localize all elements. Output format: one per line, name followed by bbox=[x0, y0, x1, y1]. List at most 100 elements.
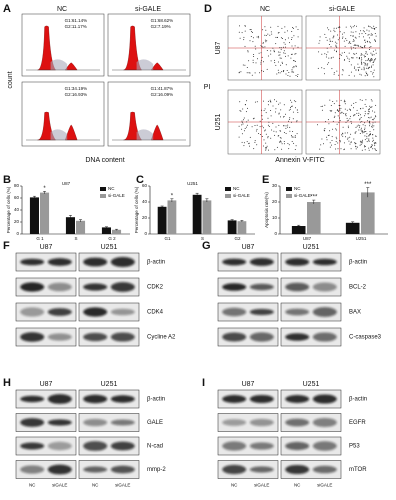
event-dot bbox=[274, 59, 275, 61]
event-dot bbox=[241, 141, 243, 143]
event-dot bbox=[283, 116, 285, 117]
event-dot bbox=[245, 111, 247, 113]
blot-strip bbox=[280, 252, 342, 272]
column-header: NC bbox=[260, 6, 270, 13]
event-dot bbox=[373, 117, 375, 119]
bar bbox=[202, 200, 212, 234]
event-dot bbox=[338, 122, 340, 124]
event-dot bbox=[366, 133, 368, 135]
panel-label: F bbox=[3, 240, 10, 252]
event-dot bbox=[369, 49, 370, 50]
event-dot bbox=[339, 31, 341, 33]
event-dot bbox=[242, 108, 244, 110]
legend-label: si-GALE bbox=[233, 193, 250, 198]
event-dot bbox=[342, 126, 344, 128]
event-dot bbox=[372, 148, 374, 150]
chart-title: U87 bbox=[62, 181, 71, 186]
blot-strip bbox=[217, 302, 279, 322]
event-dot bbox=[249, 136, 251, 138]
row-label: β-actin bbox=[349, 260, 367, 266]
event-dot bbox=[361, 62, 362, 63]
blot-band bbox=[20, 442, 45, 450]
event-dot bbox=[335, 141, 337, 143]
event-dot bbox=[292, 27, 294, 29]
event-dot bbox=[353, 75, 355, 77]
event-dot bbox=[268, 126, 270, 127]
event-dot bbox=[254, 141, 256, 143]
panel-label: E bbox=[262, 174, 269, 186]
event-dot bbox=[293, 136, 295, 138]
event-dot bbox=[265, 29, 267, 31]
event-dot bbox=[326, 54, 328, 56]
event-dot bbox=[335, 44, 337, 46]
event-dot bbox=[281, 143, 283, 145]
event-dot bbox=[330, 30, 332, 32]
event-dot bbox=[369, 133, 371, 135]
event-dot bbox=[361, 121, 363, 122]
blot-band bbox=[285, 258, 310, 266]
event-dot bbox=[366, 65, 368, 67]
event-dot bbox=[363, 62, 365, 64]
event-dot bbox=[324, 104, 326, 106]
event-dot bbox=[252, 37, 254, 39]
event-dot bbox=[272, 47, 274, 49]
event-dot bbox=[369, 123, 371, 125]
event-dot bbox=[370, 59, 372, 61]
event-dot bbox=[368, 111, 370, 113]
event-dot bbox=[368, 140, 370, 142]
event-dot bbox=[337, 115, 339, 117]
x-tick-label: G1 bbox=[164, 236, 171, 241]
legend-label: NC bbox=[233, 186, 240, 191]
event-dot bbox=[293, 142, 295, 144]
event-dot bbox=[259, 72, 261, 74]
event-dot bbox=[267, 137, 269, 139]
event-dot bbox=[264, 129, 266, 131]
event-dot bbox=[353, 40, 355, 42]
event-dot bbox=[249, 40, 251, 42]
event-dot bbox=[348, 74, 350, 76]
bar bbox=[29, 197, 39, 234]
event-dot bbox=[279, 57, 281, 59]
event-dot bbox=[293, 35, 295, 37]
event-dot bbox=[368, 58, 370, 60]
event-dot bbox=[248, 142, 250, 144]
event-dot bbox=[355, 69, 357, 71]
event-dot bbox=[364, 45, 366, 46]
blot-band bbox=[83, 257, 108, 267]
event-dot bbox=[291, 31, 293, 32]
event-dot bbox=[373, 142, 375, 144]
event-dot bbox=[254, 140, 256, 142]
event-dot bbox=[296, 109, 298, 111]
event-dot bbox=[375, 40, 376, 42]
legend-label: si-GALE bbox=[108, 193, 125, 198]
event-dot bbox=[341, 111, 343, 113]
x-tick-label: S bbox=[74, 236, 77, 241]
x-tick-label: G2 bbox=[234, 236, 241, 241]
event-dot bbox=[375, 142, 377, 144]
event-dot bbox=[326, 47, 328, 49]
blot-band bbox=[249, 466, 274, 473]
event-dot bbox=[290, 53, 292, 55]
error-bar bbox=[205, 198, 209, 202]
event-dot bbox=[349, 41, 350, 43]
event-dot bbox=[260, 52, 262, 54]
event-dot bbox=[263, 100, 264, 102]
event-dot bbox=[267, 104, 269, 106]
significance: * bbox=[43, 186, 46, 192]
event-dot bbox=[365, 67, 367, 69]
blot-band bbox=[47, 419, 72, 426]
panel-label: B bbox=[3, 174, 11, 186]
event-dot bbox=[252, 41, 254, 43]
event-dot bbox=[256, 101, 258, 103]
event-dot bbox=[333, 35, 335, 37]
event-dot bbox=[364, 139, 366, 141]
event-dot bbox=[287, 37, 289, 39]
blot-band bbox=[47, 308, 72, 316]
event-dot bbox=[326, 136, 328, 138]
event-dot bbox=[332, 37, 334, 39]
event-dot bbox=[260, 61, 262, 63]
event-dot bbox=[267, 33, 269, 35]
event-dot bbox=[325, 56, 327, 58]
event-dot bbox=[331, 68, 333, 70]
event-dot bbox=[335, 148, 337, 150]
